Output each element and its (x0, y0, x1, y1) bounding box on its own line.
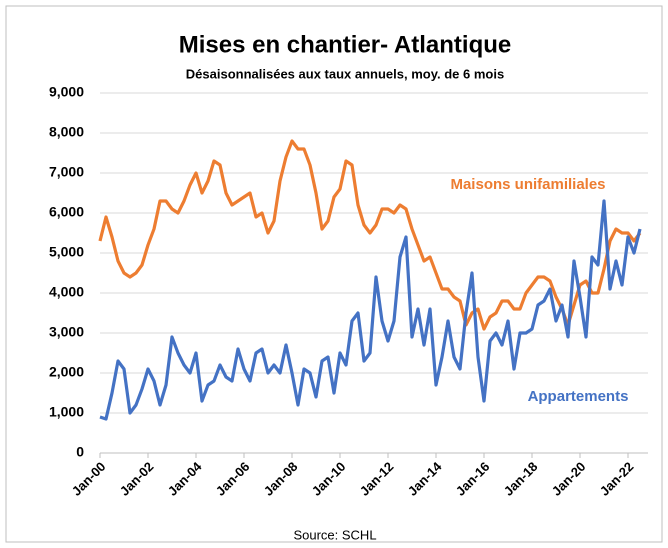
y-tick-label: 6,000 (49, 204, 84, 220)
y-tick-label: 5,000 (49, 244, 84, 260)
y-tick-label: 9,000 (49, 84, 84, 100)
series-line (99, 199, 642, 421)
y-tick-label: 1,000 (49, 404, 84, 420)
series-line (98, 139, 642, 331)
y-tick-label: 3,000 (49, 324, 84, 340)
y-tick-label: 0 (76, 444, 84, 460)
y-tick-label: 4,000 (49, 284, 84, 300)
source: Source: SCHL (293, 527, 376, 542)
chart-subtitle: Désaisonnalisées aux taux annuels, moy. … (186, 66, 504, 81)
series-label: Maisons unifamiliales (450, 176, 605, 193)
chart-title: Mises en chantier- Atlantique (179, 31, 512, 58)
y-tick-label: 2,000 (49, 364, 84, 380)
y-tick-label: 7,000 (49, 164, 84, 180)
y-tick-label: 8,000 (49, 124, 84, 140)
series-label: Appartements (528, 388, 629, 405)
